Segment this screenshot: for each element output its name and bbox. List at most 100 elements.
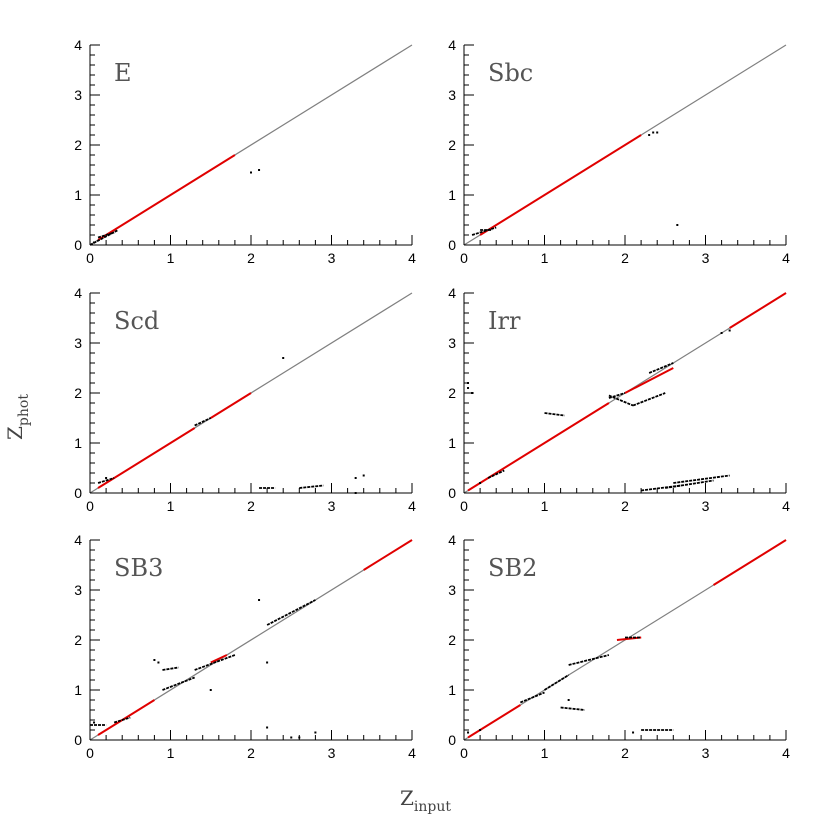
x-tick-label: 4 — [782, 745, 790, 761]
red-point-cluster — [467, 402, 610, 492]
panel-irr: 0 1 2 3 4 0 1 2 3 4 Irr — [448, 285, 790, 514]
black-point-cluster — [194, 654, 236, 671]
x-tick-label: 3 — [702, 745, 710, 761]
y-tick-label: 3 — [74, 87, 82, 103]
y-tick-label: 0 — [74, 732, 82, 748]
x-tick-label: 4 — [408, 250, 416, 266]
x-tick-label: 2 — [247, 498, 255, 514]
x-tick-label: 1 — [541, 250, 549, 266]
data-point — [467, 387, 470, 389]
panel-title: Irr — [488, 307, 521, 335]
data-point — [467, 731, 470, 734]
y-tick-label: 0 — [448, 732, 456, 748]
y-tick-label: 3 — [448, 582, 456, 598]
data-point — [250, 171, 252, 174]
y-tick-label: 0 — [74, 237, 82, 253]
y-tick-label: 1 — [74, 187, 82, 203]
black-point-cluster — [299, 484, 324, 489]
panel-title: Scd — [114, 307, 159, 335]
black-point-cluster — [113, 716, 131, 724]
y-tick-label: 4 — [74, 285, 82, 301]
x-tick-label: 1 — [167, 250, 175, 266]
red-point-cluster — [467, 704, 521, 739]
red-point-cluster — [729, 292, 787, 329]
x-tick-label: 0 — [86, 250, 94, 266]
panel-scd: 0 1 2 3 4 0 1 2 3 4 Scd — [74, 285, 416, 514]
black-point-cluster — [520, 691, 545, 704]
data-point — [479, 482, 482, 484]
x-tick-label: 3 — [702, 498, 710, 514]
x-tick-label: 4 — [408, 745, 416, 761]
x-tick-label: 1 — [541, 498, 549, 514]
x-tick-label: 1 — [541, 745, 549, 761]
black-point-cluster — [648, 362, 674, 374]
black-point-cluster — [608, 392, 626, 399]
panel-sbc: 0 1 2 3 4 0 1 2 3 4 Sbc — [448, 37, 790, 266]
y-tick-label: 3 — [448, 335, 456, 351]
data-point — [105, 477, 108, 479]
black-point-cluster — [665, 479, 714, 489]
data-point — [354, 477, 357, 479]
data-point — [479, 729, 482, 731]
red-point-cluster — [363, 539, 413, 571]
red-point-cluster — [479, 134, 642, 236]
data-point — [209, 689, 212, 691]
x-tick-label: 2 — [621, 745, 629, 761]
data-point — [567, 699, 570, 701]
data-point — [258, 599, 261, 601]
panel-title: E — [114, 59, 132, 87]
y-axis-title-main: Z — [3, 426, 27, 440]
x-tick-label: 1 — [167, 498, 175, 514]
x-tick-label: 2 — [621, 250, 629, 266]
y-axis-title: Zphot — [3, 394, 32, 440]
data-point — [93, 721, 96, 724]
y-tick-label: 2 — [74, 137, 82, 153]
panel-sb2: 0 1 2 3 4 0 1 2 3 4 SB2 — [448, 532, 790, 761]
data-point — [266, 661, 269, 664]
x-tick-label: 0 — [460, 250, 468, 266]
y-tick-label: 3 — [448, 87, 456, 103]
data-point — [93, 241, 96, 244]
y-tick-label: 3 — [74, 582, 82, 598]
x-tick-label: 4 — [782, 250, 790, 266]
y-tick-label: 1 — [74, 435, 82, 451]
panel-title: SB3 — [114, 554, 163, 582]
data-point — [266, 726, 269, 729]
panel-title: SB2 — [488, 554, 537, 582]
y-tick-label: 0 — [448, 237, 456, 253]
y-tick-label: 4 — [74, 37, 82, 53]
x-tick-label: 3 — [328, 498, 336, 514]
x-tick-label: 0 — [460, 498, 468, 514]
black-point-cluster — [560, 706, 585, 711]
data-point — [157, 661, 160, 664]
data-point — [290, 736, 293, 739]
black-point-cluster — [673, 474, 730, 484]
black-point-cluster — [97, 477, 115, 484]
data-point — [656, 131, 659, 134]
red-point-cluster — [713, 539, 787, 586]
y-axis-title-sub: phot — [16, 394, 32, 426]
x-tick-label: 4 — [408, 498, 416, 514]
data-point — [652, 131, 655, 134]
black-point-cluster — [162, 676, 195, 691]
y-tick-label: 3 — [74, 335, 82, 351]
y-tick-label: 0 — [448, 485, 456, 501]
black-point-cluster — [544, 412, 565, 417]
red-point-cluster — [210, 392, 252, 419]
x-tick-label: 3 — [328, 745, 336, 761]
data-point — [728, 329, 731, 332]
data-point — [648, 134, 651, 136]
panel-e: 0 1 2 3 4 0 1 2 3 4 E — [74, 37, 416, 266]
panel-title: Sbc — [488, 59, 533, 87]
y-tick-label: 2 — [448, 632, 456, 648]
x-axis-title: Zinput — [400, 786, 451, 815]
data-point — [258, 169, 261, 171]
x-tick-label: 0 — [86, 498, 94, 514]
data-point — [720, 332, 723, 334]
x-tick-label: 0 — [460, 745, 468, 761]
black-point-cluster — [471, 226, 497, 236]
y-tick-label: 1 — [74, 682, 82, 698]
y-tick-label: 4 — [448, 37, 456, 53]
x-tick-label: 1 — [167, 745, 175, 761]
black-point-cluster — [632, 392, 666, 407]
